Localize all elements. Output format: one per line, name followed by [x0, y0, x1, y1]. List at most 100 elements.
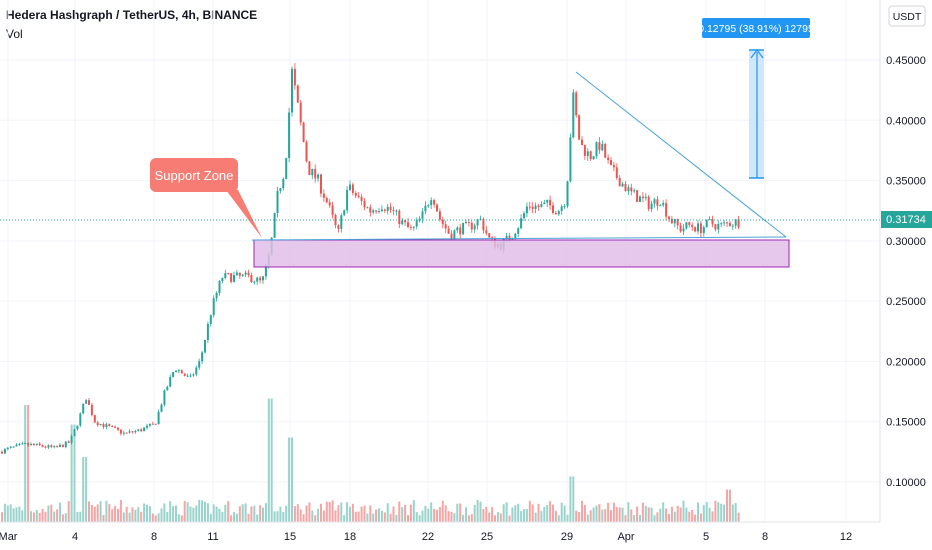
volume-bar	[720, 503, 723, 522]
volume-bar	[88, 501, 90, 522]
candle-body	[166, 386, 169, 391]
volume-bar	[279, 506, 282, 522]
support-callout-box[interactable]	[150, 158, 238, 192]
time-tick-label: 29	[561, 531, 573, 543]
candle-body	[450, 233, 453, 240]
volume-bar	[473, 504, 476, 522]
candle-body	[552, 205, 554, 213]
candle-body	[653, 199, 656, 204]
candle-body	[82, 403, 85, 414]
candle-body	[383, 209, 386, 211]
volume-bar	[488, 512, 491, 522]
volume-bar	[189, 506, 192, 522]
candle-body	[699, 223, 702, 234]
currency-button-label: USDT	[893, 11, 922, 23]
candle-body	[102, 423, 105, 428]
volume-bar	[79, 511, 82, 522]
volume-bar	[204, 501, 206, 522]
candle-body	[111, 426, 114, 428]
candle-body	[322, 193, 325, 198]
volume-bar	[705, 502, 708, 522]
volume-bar	[653, 515, 656, 522]
candle-body	[169, 376, 172, 387]
volume-bar	[314, 515, 317, 522]
candle-body	[525, 206, 528, 214]
volume-bar	[427, 508, 430, 522]
volume-bar	[27, 405, 30, 522]
volume-bar	[90, 504, 93, 522]
candle-body	[201, 352, 204, 362]
volume-bar	[476, 499, 479, 522]
candle-body	[186, 375, 189, 377]
candle-body	[1, 451, 3, 454]
currency-button[interactable]	[888, 5, 926, 27]
candle-body	[505, 235, 508, 239]
candle-body	[583, 145, 586, 156]
volume-bar	[273, 511, 276, 522]
candle-body	[349, 184, 351, 190]
volume-bar	[328, 501, 331, 522]
volume-bar	[418, 515, 421, 522]
candle-body	[543, 202, 546, 204]
candle-body	[447, 228, 450, 234]
volume-bar	[563, 505, 566, 522]
candle-body	[688, 222, 691, 225]
candle-body	[604, 143, 607, 158]
volume-bar	[148, 506, 151, 522]
candle-body	[88, 400, 90, 405]
candle-body	[61, 444, 64, 448]
volume-bar	[554, 510, 557, 522]
volume-bar	[175, 505, 177, 522]
volume-bar	[389, 513, 392, 522]
candle-body	[180, 370, 183, 374]
candle-body	[27, 443, 30, 446]
volume-bar	[711, 511, 714, 522]
volume-bar	[163, 503, 166, 522]
candle-body	[366, 207, 369, 209]
volume-bar	[351, 503, 354, 522]
volume-bar	[398, 501, 401, 522]
volume-bar	[6, 505, 9, 522]
volume-bar	[322, 510, 325, 522]
candle-body	[209, 315, 212, 324]
candle-body	[415, 220, 418, 227]
candle-body	[627, 187, 630, 192]
volume-bar	[731, 504, 734, 522]
volume-bar	[494, 515, 496, 522]
volume-bar	[140, 511, 143, 522]
candle-body	[35, 443, 38, 446]
candle-body	[662, 203, 665, 206]
volume-bar	[320, 503, 322, 522]
candle-body	[563, 206, 566, 208]
volume-bar	[154, 515, 157, 522]
candle-body	[607, 157, 610, 161]
price-axis[interactable]: 0.45000 0.40000 0.35000 0.30000 0.25000 0.200…	[879, 0, 932, 522]
volume-bar	[305, 505, 308, 522]
candle-body	[32, 444, 35, 446]
candle-body	[259, 277, 262, 281]
time-axis[interactable]: Mar 4 8 11 15 18 22 25 29 Apr 5 8 12	[0, 521, 880, 543]
triangle-upper-trendline[interactable]	[575, 71, 787, 238]
candle-body	[650, 203, 653, 210]
volume-bar	[67, 501, 70, 522]
volume-bar	[293, 506, 296, 522]
volume-bar	[612, 502, 615, 522]
support-zone[interactable]	[253, 239, 790, 268]
candle-body	[143, 427, 146, 432]
candle-body	[331, 205, 334, 215]
volume-bar	[604, 509, 607, 522]
volume-bar	[218, 508, 221, 522]
candle-body	[520, 218, 523, 229]
volume-bar	[38, 512, 41, 522]
candle-body	[407, 222, 409, 227]
volume-bar	[511, 507, 514, 522]
candle-body	[409, 226, 412, 228]
triangle-lower-trendline[interactable]	[251, 236, 787, 241]
volume-bar	[9, 504, 12, 522]
candle-body	[726, 222, 728, 224]
volume-bar	[717, 502, 720, 522]
candle-body	[386, 206, 389, 211]
candle-body	[18, 443, 21, 445]
candle-body	[421, 211, 424, 219]
